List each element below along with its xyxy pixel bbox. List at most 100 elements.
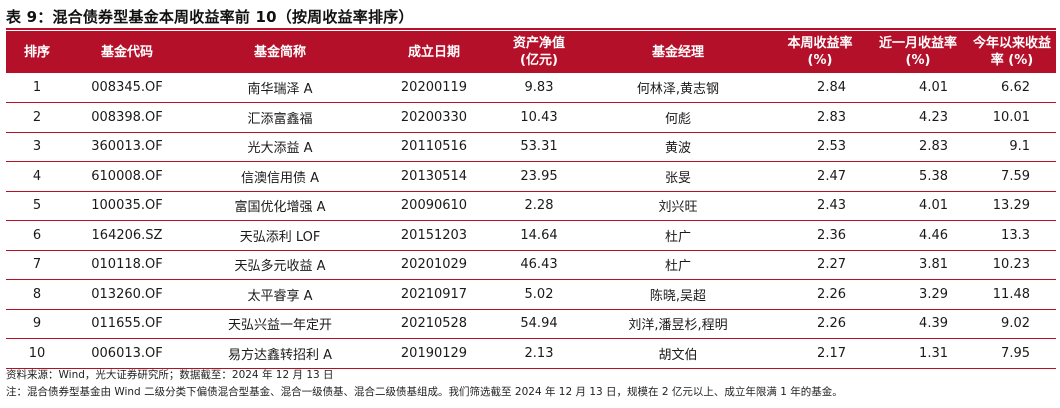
cell-date: 20200330	[374, 102, 494, 133]
method-note: 注：混合债券型基金由 Wind 二级分类下偏债混合型基金、混合一级债基、混合二级…	[6, 386, 843, 398]
header-ytd: 今年以来收益 率 (%)	[968, 31, 1056, 73]
cell-manager: 张旻	[584, 161, 772, 192]
title-divider	[6, 28, 1056, 30]
cell-week: 2.27	[772, 250, 868, 280]
cell-month: 4.01	[868, 73, 968, 103]
cell-nav: 54.94	[494, 309, 584, 339]
cell-month: 4.39	[868, 309, 968, 339]
header-week-line1: 本周收益率	[787, 36, 853, 51]
header-name: 基金简称	[253, 44, 306, 60]
cell-month: 5.38	[868, 161, 968, 192]
cell-ytd: 6.62	[968, 73, 1056, 103]
table-row: 6 164206.SZ 天弘添利 LOF 20151203 14.64 杜广 2…	[6, 220, 1056, 251]
cell-date: 20130514	[374, 161, 494, 192]
cell-date: 20090610	[374, 191, 494, 221]
cell-week: 2.26	[772, 279, 868, 310]
cell-code: 010118.OF	[68, 250, 186, 280]
cell-nav: 9.83	[494, 73, 584, 103]
cell-week: 2.47	[772, 161, 868, 192]
cell-manager: 黄波	[584, 132, 772, 162]
cell-date: 20110516	[374, 132, 494, 162]
cell-month: 4.23	[868, 102, 968, 133]
header-rank: 排序	[23, 44, 50, 60]
source-note: 资料来源：Wind，光大证券研究所；数据截至：2024 年 12 月 13 日	[6, 369, 334, 381]
cell-rank: 7	[6, 250, 68, 280]
header-month: 近一月收益率 (%)	[868, 31, 968, 73]
table-row: 7 010118.OF 天弘多元收益 A 20201029 46.43 杜广 2…	[6, 250, 1056, 280]
cell-nav: 53.31	[494, 132, 584, 162]
cell-month: 2.83	[868, 132, 968, 162]
header-nav-line1: 资产净值	[512, 36, 565, 51]
cell-nav: 10.43	[494, 102, 584, 133]
cell-name: 易方达鑫转招利 A	[186, 338, 374, 369]
cell-ytd: 10.23	[968, 250, 1056, 280]
header-nav-line2: (亿元)	[520, 53, 558, 68]
cell-nav: 14.64	[494, 220, 584, 251]
table-row: 1 008345.OF 南华瑞泽 A 20200119 9.83 何林泽,黄志钢…	[6, 73, 1056, 103]
header-manager: 基金经理	[651, 44, 704, 60]
cell-month: 3.81	[868, 250, 968, 280]
cell-week: 2.26	[772, 309, 868, 339]
cell-name: 信澳信用债 A	[186, 161, 374, 192]
cell-name: 南华瑞泽 A	[186, 73, 374, 103]
cell-date: 20151203	[374, 220, 494, 251]
cell-manager: 刘洋,潘昱杉,程明	[584, 309, 772, 339]
footnotes: 资料来源：Wind，光大证券研究所；数据截至：2024 年 12 月 13 日 …	[6, 367, 1056, 401]
header-ytd-line1: 今年以来收益	[972, 36, 1051, 51]
cell-code: 008345.OF	[68, 73, 186, 103]
header-row: 排序 基金代码 基金简称 成立日期 资产净值 (亿元) 基金经理 本周收益率 (…	[6, 31, 1056, 73]
cell-code: 610008.OF	[68, 161, 186, 192]
cell-rank: 9	[6, 309, 68, 339]
cell-rank: 3	[6, 132, 68, 162]
cell-manager: 杜广	[584, 220, 772, 251]
cell-month: 4.46	[868, 220, 968, 251]
cell-rank: 6	[6, 220, 68, 251]
header-week: 本周收益率 (%)	[772, 31, 868, 73]
header-nav: 资产净值 (亿元)	[494, 31, 584, 73]
cell-nav: 2.28	[494, 191, 584, 221]
cell-nav: 2.13	[494, 338, 584, 369]
header-code: 基金代码	[100, 44, 153, 60]
cell-code: 164206.SZ	[68, 220, 186, 251]
cell-name: 富国优化增强 A	[186, 191, 374, 221]
cell-nav: 46.43	[494, 250, 584, 280]
fund-ranking-table: 排序 基金代码 基金简称 成立日期 资产净值 (亿元) 基金经理 本周收益率 (…	[6, 31, 1056, 369]
cell-date: 20190129	[374, 338, 494, 369]
table-row: 8 013260.OF 太平睿享 A 20210917 5.02 陈晓,吴超 2…	[6, 279, 1056, 310]
cell-manager: 陈晓,吴超	[584, 279, 772, 310]
cell-date: 20201029	[374, 250, 494, 280]
cell-month: 3.29	[868, 279, 968, 310]
cell-code: 360013.OF	[68, 132, 186, 162]
cell-week: 2.43	[772, 191, 868, 221]
cell-date: 20210917	[374, 279, 494, 310]
table-row: 4 610008.OF 信澳信用债 A 20130514 23.95 张旻 2.…	[6, 161, 1056, 192]
cell-date: 20200119	[374, 73, 494, 103]
cell-rank: 1	[6, 73, 68, 103]
cell-ytd: 9.1	[968, 132, 1056, 162]
table-row: 5 100035.OF 富国优化增强 A 20090610 2.28 刘兴旺 2…	[6, 191, 1056, 221]
table-row: 2 008398.OF 汇添富鑫福 20200330 10.43 何彪 2.83…	[6, 102, 1056, 133]
header-ytd-line2: 率 (%)	[990, 53, 1034, 68]
cell-name: 天弘添利 LOF	[186, 220, 374, 251]
cell-rank: 8	[6, 279, 68, 310]
cell-rank: 4	[6, 161, 68, 192]
cell-date: 20210528	[374, 309, 494, 339]
table-row: 3 360013.OF 光大添益 A 20110516 53.31 黄波 2.5…	[6, 132, 1056, 162]
table-row: 9 011655.OF 天弘兴益一年定开 20210528 54.94 刘洋,潘…	[6, 309, 1056, 339]
cell-name: 汇添富鑫福	[186, 102, 374, 133]
cell-code: 100035.OF	[68, 191, 186, 221]
cell-ytd: 13.3	[968, 220, 1056, 251]
table-title: 表 9：混合债券型基金本周收益率前 10（按周收益率排序）	[6, 8, 414, 26]
cell-month: 1.31	[868, 338, 968, 369]
cell-rank: 2	[6, 102, 68, 133]
cell-week: 2.84	[772, 73, 868, 103]
header-month-line2: (%)	[905, 53, 931, 68]
cell-week: 2.17	[772, 338, 868, 369]
cell-name: 光大添益 A	[186, 132, 374, 162]
cell-code: 013260.OF	[68, 279, 186, 310]
cell-week: 2.83	[772, 102, 868, 133]
cell-rank: 10	[6, 338, 68, 369]
cell-week: 2.53	[772, 132, 868, 162]
cell-manager: 何彪	[584, 102, 772, 133]
cell-ytd: 10.01	[968, 102, 1056, 133]
